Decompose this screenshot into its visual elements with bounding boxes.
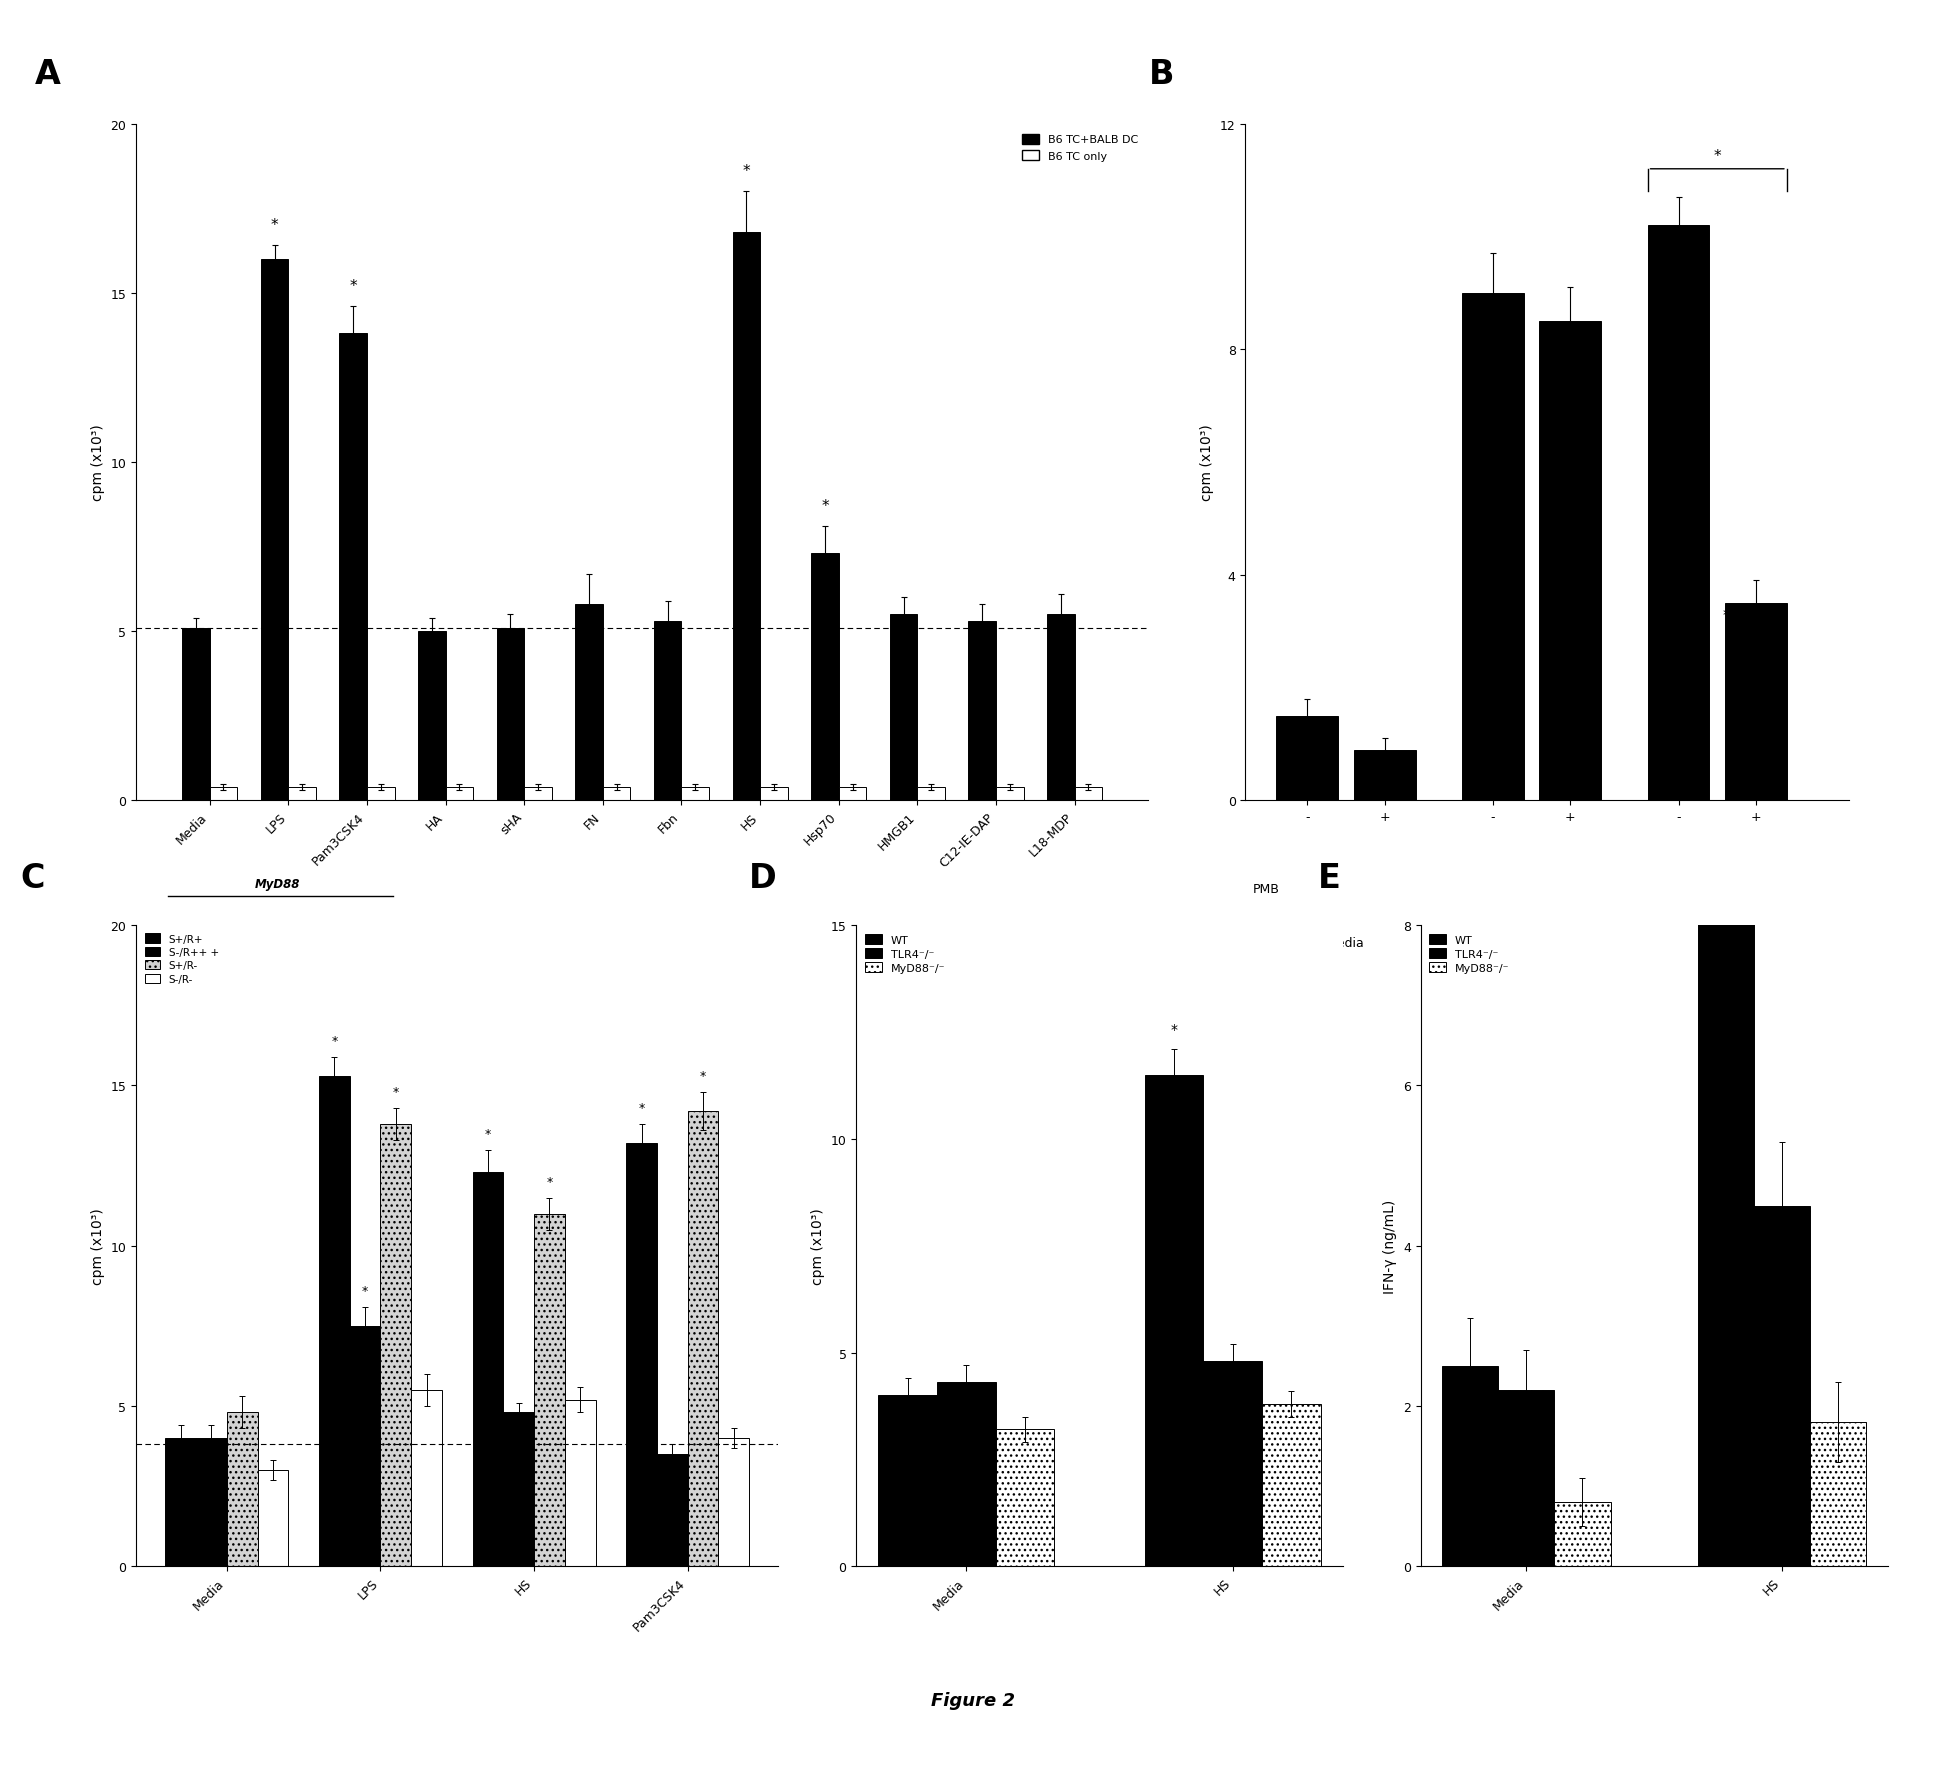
Bar	[319, 1077, 350, 1566]
Text: *: *	[350, 279, 356, 294]
Text: *: *	[331, 1034, 337, 1047]
Bar	[936, 1383, 996, 1566]
Bar	[878, 1396, 936, 1566]
Legend: WT, TLR4⁻/⁻, MyD88⁻/⁻: WT, TLR4⁻/⁻, MyD88⁻/⁻	[862, 931, 948, 977]
Text: *: *	[270, 217, 278, 233]
Bar	[732, 233, 761, 801]
Y-axis label: cpm (x10³): cpm (x10³)	[91, 1207, 105, 1285]
Bar	[446, 787, 473, 801]
Text: B: B	[1148, 59, 1175, 91]
Bar	[576, 605, 603, 801]
Text: *: *	[638, 1102, 644, 1114]
Y-axis label: IFN-γ (ng/mL): IFN-γ (ng/mL)	[1384, 1200, 1397, 1292]
Bar	[1498, 1390, 1555, 1566]
Bar	[523, 787, 553, 801]
Bar	[1539, 322, 1602, 801]
Bar	[257, 1470, 288, 1566]
Text: C: C	[21, 862, 45, 894]
Bar	[339, 335, 368, 801]
Bar	[1354, 751, 1415, 801]
Bar	[1144, 1075, 1203, 1566]
Bar	[969, 621, 996, 801]
Bar	[1047, 616, 1074, 801]
Bar	[1697, 846, 1753, 1566]
Legend: S+/R+, S-/R++ +, S+/R-, S-/R-: S+/R+, S-/R++ +, S+/R-, S-/R-	[142, 931, 222, 988]
Bar	[761, 787, 788, 801]
Bar	[210, 787, 237, 801]
Bar	[564, 1399, 595, 1566]
Bar	[368, 787, 395, 801]
Text: *: *	[701, 1070, 706, 1082]
Text: *: *	[821, 498, 829, 513]
Bar	[197, 1438, 228, 1566]
Y-axis label: cpm (x10³): cpm (x10³)	[91, 424, 105, 502]
Bar	[1648, 226, 1709, 801]
Bar	[165, 1438, 197, 1566]
Bar	[1442, 1367, 1498, 1566]
Bar	[473, 1173, 504, 1566]
Bar	[603, 787, 631, 801]
Text: MyD88: MyD88	[255, 878, 300, 890]
Bar	[681, 787, 708, 801]
Bar	[1555, 1502, 1611, 1566]
Bar	[1724, 603, 1786, 801]
Bar	[350, 1326, 381, 1566]
Bar	[718, 1438, 749, 1566]
Bar	[228, 1413, 257, 1566]
Bar	[261, 260, 288, 801]
Text: LPS: LPS	[1707, 936, 1728, 949]
Bar	[418, 632, 446, 801]
Text: *: *	[362, 1285, 368, 1298]
Text: *: *	[547, 1175, 553, 1189]
Text: *: *	[393, 1086, 399, 1098]
Text: Media: Media	[1327, 936, 1364, 949]
Bar	[687, 1111, 718, 1566]
Bar	[996, 787, 1024, 801]
Text: *: *	[743, 164, 749, 178]
Text: Figure 2: Figure 2	[930, 1691, 1016, 1709]
Bar	[1074, 787, 1101, 801]
Bar	[496, 628, 523, 801]
Bar	[411, 1390, 442, 1566]
Bar	[1461, 294, 1524, 801]
Bar	[658, 1454, 687, 1566]
Bar	[627, 1143, 658, 1566]
Text: PMB: PMB	[1253, 883, 1280, 895]
Text: D: D	[749, 862, 776, 894]
Bar	[381, 1125, 411, 1566]
Bar	[1263, 1404, 1321, 1566]
Bar	[811, 554, 839, 801]
Bar	[1810, 1422, 1866, 1566]
Bar	[654, 621, 681, 801]
Bar	[504, 1413, 533, 1566]
Bar	[996, 1429, 1055, 1566]
Text: E: E	[1317, 862, 1341, 894]
Text: A: A	[35, 59, 60, 91]
Text: *: *	[1712, 150, 1720, 164]
Bar	[839, 787, 866, 801]
Text: HS: HS	[1524, 936, 1541, 949]
Text: *: *	[485, 1127, 490, 1141]
Legend: WT, TLR4⁻/⁻, MyD88⁻/⁻: WT, TLR4⁻/⁻, MyD88⁻/⁻	[1426, 931, 1512, 977]
Bar	[183, 628, 210, 801]
Bar	[889, 616, 917, 801]
Bar	[533, 1214, 564, 1566]
Bar	[1277, 716, 1339, 801]
Bar	[1753, 1207, 1810, 1566]
Text: *: *	[1722, 607, 1730, 621]
Legend: B6 TC+BALB DC, B6 TC only: B6 TC+BALB DC, B6 TC only	[1018, 130, 1142, 166]
Y-axis label: cpm (x10³): cpm (x10³)	[811, 1207, 825, 1285]
Bar	[1203, 1362, 1263, 1566]
Y-axis label: cpm (x10³): cpm (x10³)	[1201, 424, 1214, 502]
Text: *: *	[1171, 1023, 1177, 1036]
Bar	[917, 787, 946, 801]
Bar	[288, 787, 315, 801]
